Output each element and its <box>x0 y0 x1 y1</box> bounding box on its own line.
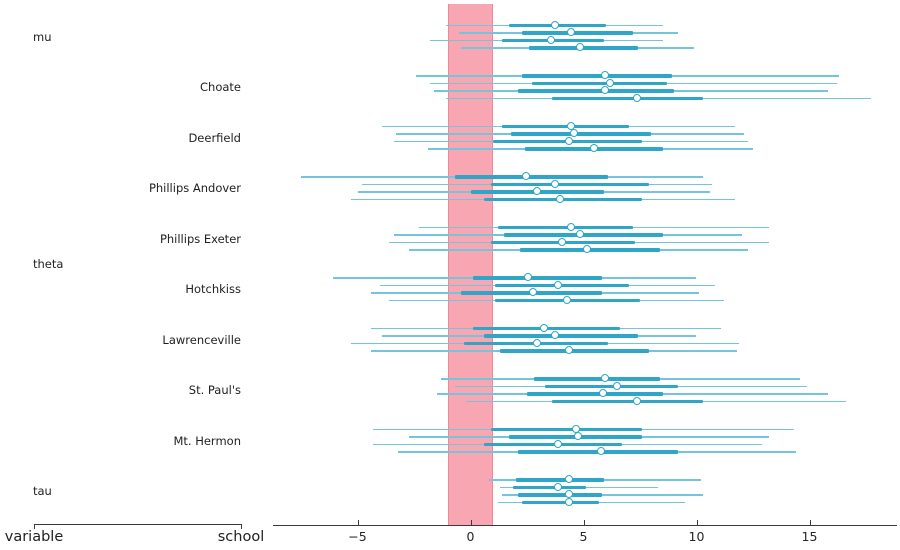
median-marker <box>565 136 574 145</box>
category-axis-cap-right <box>241 524 242 529</box>
variable-label-mu: mu <box>33 29 52 44</box>
x-tick <box>470 520 472 525</box>
median-marker <box>589 144 598 153</box>
median-marker <box>565 346 574 355</box>
median-marker <box>601 86 610 95</box>
iqr-line <box>490 182 650 187</box>
median-marker <box>551 20 560 29</box>
row-label-mt-hermon: Mt. Hermon <box>173 433 241 448</box>
median-marker <box>632 396 641 405</box>
iqr-line <box>551 399 704 404</box>
iqr-line <box>517 493 602 497</box>
median-marker <box>601 374 610 383</box>
iqr-line <box>502 124 629 129</box>
median-marker <box>574 432 583 441</box>
median-marker <box>522 172 531 181</box>
iqr-line <box>551 96 704 101</box>
median-marker <box>605 78 614 87</box>
median-marker <box>598 389 607 398</box>
row-label-deerfield: Deerfield <box>188 130 241 145</box>
iqr-line <box>495 283 629 288</box>
x-tick-label: 0 <box>466 529 475 544</box>
x-tick-label: 5 <box>579 529 588 544</box>
x-tick <box>583 520 585 525</box>
row-label-lawrenceville: Lawrenceville <box>162 332 241 347</box>
iqr-line <box>522 74 672 78</box>
median-marker <box>524 273 533 282</box>
median-marker <box>553 482 562 491</box>
iqr-line <box>472 276 602 280</box>
median-marker <box>601 71 610 80</box>
x-axis-spine <box>273 525 897 526</box>
median-marker <box>533 187 542 196</box>
x-tick <box>809 520 811 525</box>
median-marker <box>576 230 585 239</box>
median-marker <box>553 439 562 448</box>
median-marker <box>528 288 537 297</box>
median-marker <box>540 323 549 332</box>
iqr-line <box>513 485 586 490</box>
iqr-line <box>522 31 634 35</box>
iqr-line <box>545 384 679 389</box>
iqr-line <box>533 377 661 381</box>
median-marker <box>569 129 578 138</box>
median-marker <box>533 338 542 347</box>
median-marker <box>565 490 574 499</box>
median-marker <box>562 295 571 304</box>
median-marker <box>551 179 560 188</box>
iqr-line <box>515 478 604 482</box>
iqr-line <box>511 132 652 136</box>
median-marker <box>546 35 555 44</box>
iqr-line <box>522 500 600 505</box>
iqr-line <box>490 427 643 432</box>
hdi-line <box>502 494 704 496</box>
median-marker <box>583 245 592 254</box>
row-label-choate: Choate <box>200 80 241 95</box>
iqr-line <box>527 392 663 396</box>
x-tick-label: 15 <box>801 529 818 544</box>
category-axis-bracket <box>34 524 241 525</box>
median-marker <box>565 475 574 484</box>
median-marker <box>567 222 576 231</box>
median-marker <box>596 447 605 456</box>
iqr-line <box>484 442 622 447</box>
iqr-line <box>497 225 634 230</box>
row-label-st-paul-s: St. Paul's <box>188 383 241 398</box>
category-axis-cap-left <box>34 524 35 529</box>
median-marker <box>576 43 585 52</box>
iqr-line <box>499 349 650 353</box>
iqr-line <box>517 89 674 93</box>
row-label-phillips-exeter: Phillips Exeter <box>159 231 241 246</box>
x-tick <box>696 520 698 525</box>
iqr-line <box>531 81 668 86</box>
row-label-phillips-andover: Phillips Andover <box>148 181 241 196</box>
x-tick <box>357 520 359 525</box>
median-marker <box>567 28 576 37</box>
iqr-line <box>454 175 609 179</box>
school-axis-label: school <box>217 529 265 545</box>
variable-label-tau: tau <box>33 484 52 499</box>
x-tick-label: −5 <box>348 529 367 544</box>
median-marker <box>553 280 562 289</box>
row-label-hotchkiss: Hotchkiss <box>185 282 241 297</box>
median-marker <box>558 237 567 246</box>
variable-axis-label: variable <box>4 529 64 545</box>
median-marker <box>565 497 574 506</box>
median-marker <box>612 381 621 390</box>
median-marker <box>551 331 560 340</box>
variable-label-theta: theta <box>33 257 64 271</box>
iqr-line <box>484 334 638 338</box>
median-marker <box>632 93 641 102</box>
median-marker <box>556 194 564 203</box>
x-tick-label: 10 <box>688 529 705 544</box>
